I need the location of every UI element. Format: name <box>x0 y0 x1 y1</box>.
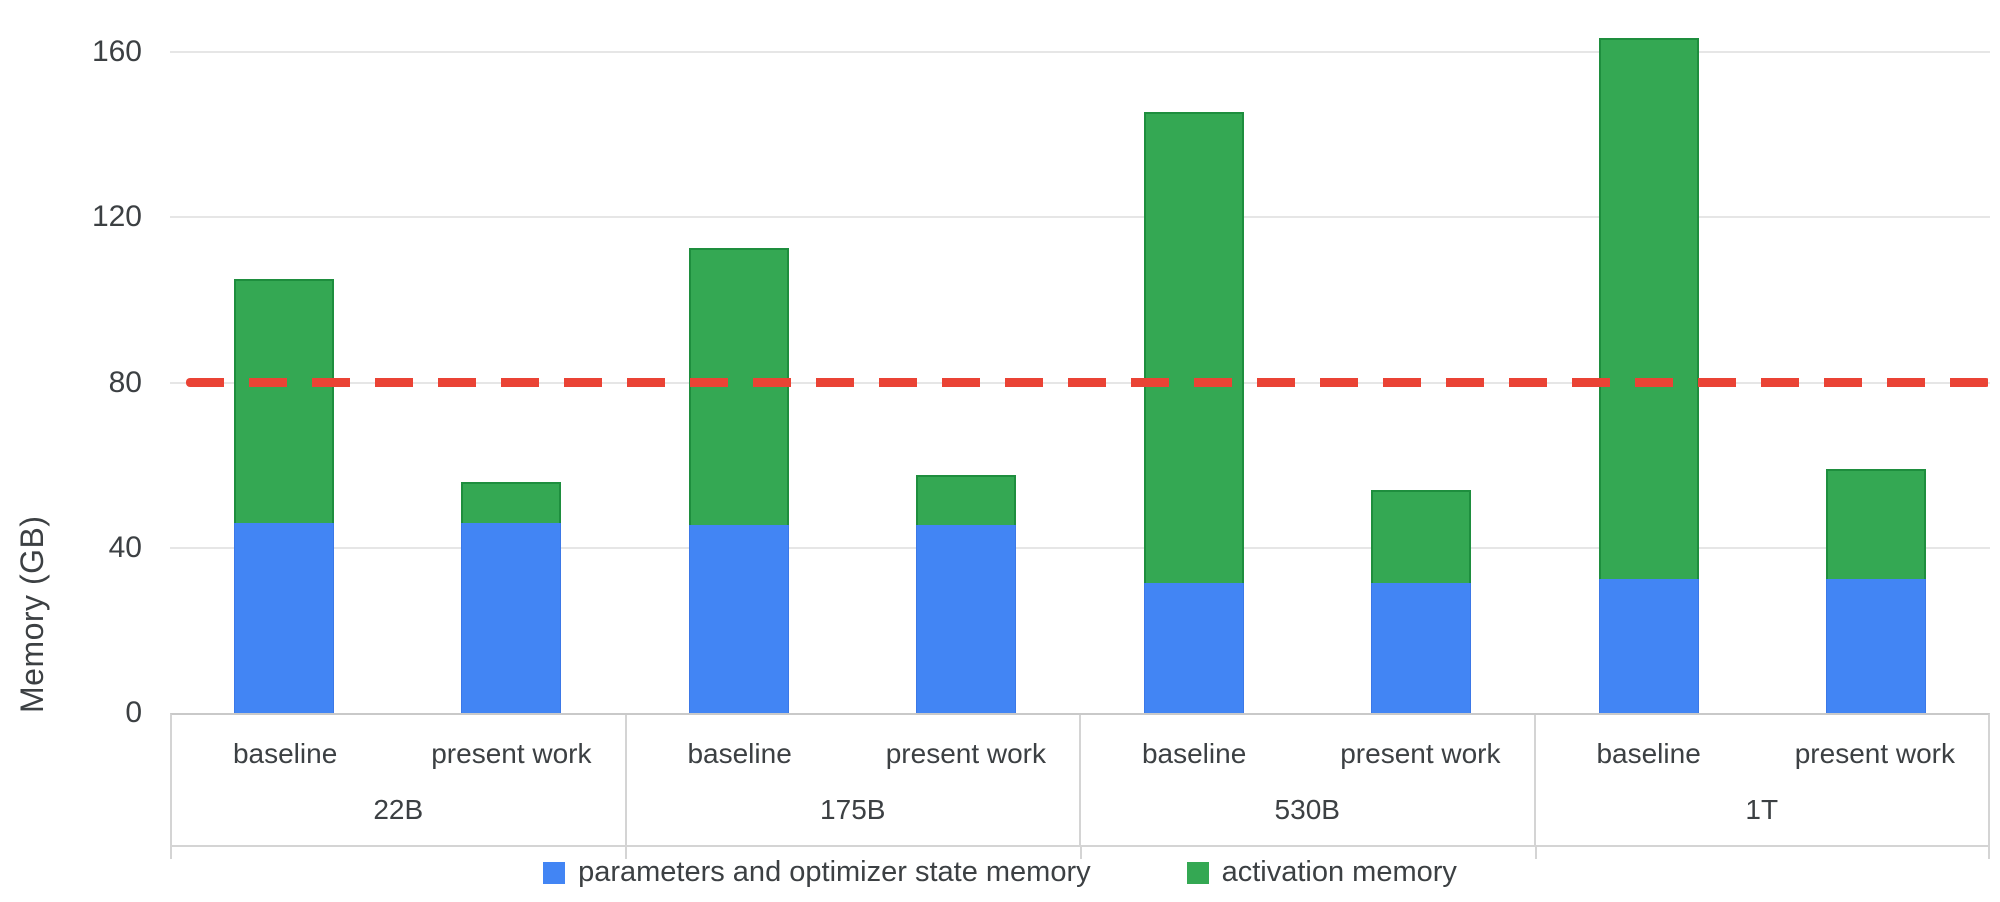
condition-label-1T-present-work: present work <box>1794 737 1956 769</box>
legend-item-activation: activation memory <box>1186 856 1457 889</box>
bar-175B-present-work <box>916 475 1017 713</box>
bar-segment-activation <box>1826 469 1927 579</box>
bar-segment-params <box>461 522 562 713</box>
bar-segment-activation <box>461 481 562 523</box>
bar-segment-params <box>688 525 789 713</box>
bar-segment-activation <box>1143 111 1244 583</box>
bar-group-175B <box>625 0 1080 713</box>
bar-group-1T <box>1535 0 1990 713</box>
gridline-160 <box>170 51 1990 54</box>
y-tick-label-160: 160 <box>91 35 142 69</box>
axis-boundary-tick <box>170 845 172 859</box>
group-label-530B: 530B <box>1274 794 1340 825</box>
bar-slot-1T-baseline <box>1535 0 1763 713</box>
bar-22B-baseline <box>233 279 334 713</box>
bar-segment-params <box>1826 578 1927 713</box>
bar-1T-baseline <box>1598 37 1699 713</box>
x-group-22B: baseline present work 22B <box>172 715 627 845</box>
condition-label-22B-baseline: baseline <box>232 737 338 769</box>
bar-175B-baseline <box>688 248 789 713</box>
legend-item-params: parameters and optimizer state memory <box>543 856 1091 889</box>
group-label-22B: 22B <box>373 794 424 825</box>
legend: parameters and optimizer state memory ac… <box>0 856 2000 889</box>
condition-row-530B: baseline present work <box>1081 715 1534 792</box>
y-tick-label-0: 0 <box>125 696 142 729</box>
axis-boundary-tick <box>1080 845 1082 859</box>
x-group-530B: baseline present work 530B <box>1081 715 1536 845</box>
legend-label-activation: activation memory <box>1221 856 1457 888</box>
y-tick-label-40: 40 <box>108 530 142 564</box>
bar-1T-present-work <box>1826 469 1927 713</box>
axis-boundary-tick <box>1535 845 1537 859</box>
condition-label-22B-present-work: present work <box>431 737 592 769</box>
condition-row-175B: baseline present work <box>627 715 1080 792</box>
bar-segment-activation <box>1598 37 1699 579</box>
bar-segment-params <box>916 525 1017 713</box>
bar-segment-params <box>233 522 334 713</box>
axis-boundary-tick <box>1988 845 1990 859</box>
params-swatch-icon <box>543 861 566 884</box>
bar-slot-175B-baseline <box>625 0 853 713</box>
bar-group-530B <box>1080 0 1535 713</box>
condition-label-1T-baseline: baseline <box>1596 737 1701 769</box>
legend-label-params: parameters and optimizer state memory <box>578 856 1091 888</box>
bar-segment-params <box>1598 578 1699 713</box>
axis-boundary-tick <box>625 845 627 859</box>
bar-slot-22B-baseline <box>170 0 398 713</box>
bar-slot-530B-baseline <box>1080 0 1308 713</box>
activation-swatch-icon <box>1186 861 1209 884</box>
y-axis-title: Memory (GB) <box>14 515 50 714</box>
x-group-1T: baseline present work 1T <box>1536 715 1989 845</box>
bar-slot-175B-present-work <box>853 0 1081 713</box>
plot-area <box>170 0 1990 713</box>
group-label-1T: 1T <box>1745 794 1779 825</box>
y-tick-label-80: 80 <box>108 365 142 399</box>
bar-530B-present-work <box>1371 489 1472 713</box>
bar-segment-params <box>1143 582 1244 713</box>
bar-slot-1T-present-work <box>1763 0 1991 713</box>
bar-slot-530B-present-work <box>1308 0 1536 713</box>
condition-label-530B-present-work: present work <box>1340 737 1501 769</box>
condition-row-22B: baseline present work <box>172 715 625 792</box>
x-group-175B: baseline present work 175B <box>627 715 1081 845</box>
reference-line-80gb <box>186 377 1990 387</box>
x-axis-band: baseline present work 22B baseline present w… <box>170 713 1990 847</box>
gridline-120 <box>170 216 1990 219</box>
condition-row-1T: baseline present work <box>1536 715 1989 792</box>
bar-group-22B <box>170 0 625 713</box>
condition-label-175B-present-work: present work <box>885 737 1047 769</box>
group-label-175B: 175B <box>820 794 886 825</box>
bar-slot-22B-present-work <box>398 0 626 713</box>
condition-label-175B-baseline: baseline <box>687 737 792 769</box>
bar-segment-activation <box>233 279 334 523</box>
condition-label-530B-baseline: baseline <box>1141 737 1247 769</box>
bar-530B-baseline <box>1143 111 1244 713</box>
gridline-40 <box>170 546 1990 549</box>
bar-segment-activation <box>916 475 1017 526</box>
bar-segment-activation <box>1371 489 1472 583</box>
bar-22B-present-work <box>461 481 562 713</box>
y-tick-label-120: 120 <box>91 200 142 234</box>
bar-segment-activation <box>688 248 789 526</box>
bar-segment-params <box>1371 582 1472 713</box>
